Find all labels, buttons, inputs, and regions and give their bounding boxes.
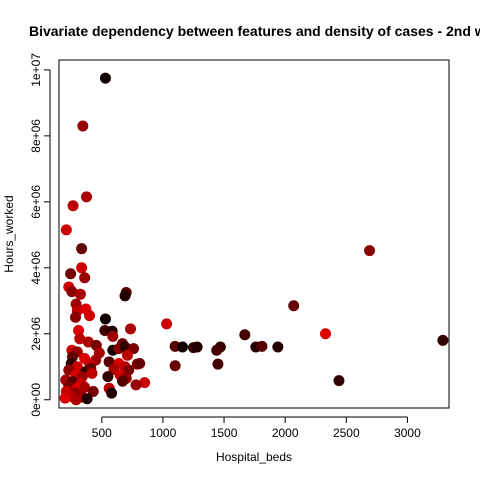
y-axis: 0e+00 2e+06 4e+06 6e+06 8e+06 1e+07 <box>29 53 51 417</box>
data-point <box>74 333 86 345</box>
y-tick-label: 0e+00 <box>29 383 43 417</box>
data-point <box>84 310 96 322</box>
data-point <box>65 268 77 280</box>
y-axis-label: Hours_worked <box>2 195 16 272</box>
data-point <box>139 377 151 389</box>
x-tick-label: 2000 <box>272 426 299 440</box>
x-axis: 500 1000 1500 2000 2500 3000 <box>92 416 421 440</box>
data-point <box>239 329 251 341</box>
data-point <box>134 357 146 369</box>
data-point <box>76 243 88 255</box>
data-point <box>288 300 300 312</box>
x-axis-label: Hospital_beds <box>216 450 292 464</box>
data-point <box>272 341 284 353</box>
y-tick-label: 6e+06 <box>29 185 43 219</box>
data-point <box>191 341 203 353</box>
data-point <box>256 340 268 352</box>
data-point <box>117 375 129 387</box>
data-point <box>161 318 173 330</box>
plot-area-frame <box>58 59 450 409</box>
data-point <box>74 288 86 300</box>
data-point <box>123 364 135 376</box>
x-tick-label: 2500 <box>333 426 360 440</box>
data-point <box>102 371 114 383</box>
x-tick-label: 3000 <box>394 426 421 440</box>
y-tick-label: 2e+06 <box>29 317 43 351</box>
data-point <box>79 272 91 284</box>
y-tick-label: 1e+07 <box>29 53 43 87</box>
y-tick-label: 4e+06 <box>29 251 43 285</box>
data-point <box>119 290 131 302</box>
data-point <box>60 224 72 236</box>
data-point <box>81 191 93 203</box>
data-point <box>77 120 89 132</box>
data-point <box>67 200 79 212</box>
data-point <box>176 341 188 353</box>
data-point <box>70 394 82 406</box>
data-point <box>212 358 224 370</box>
data-point <box>106 387 118 399</box>
data-point <box>99 313 111 325</box>
data-point <box>211 344 223 356</box>
data-point <box>437 334 449 346</box>
data-point <box>76 262 88 274</box>
data-point <box>333 375 345 387</box>
data-point <box>79 381 91 393</box>
data-point <box>70 311 82 323</box>
data-point <box>119 341 131 353</box>
data-point <box>71 361 83 373</box>
data-point <box>130 379 142 391</box>
data-point <box>86 367 98 379</box>
data-point <box>66 286 78 298</box>
x-tick-label: 500 <box>92 426 112 440</box>
data-point <box>169 360 181 372</box>
data-point <box>59 392 71 404</box>
data-point <box>320 328 332 340</box>
data-point <box>125 323 137 335</box>
y-tick-label: 8e+06 <box>29 119 43 153</box>
chart-title: Bivariate dependency between features an… <box>29 23 480 39</box>
x-tick-label: 1500 <box>211 426 238 440</box>
x-tick-label: 1000 <box>150 426 177 440</box>
data-point <box>99 72 111 84</box>
data-point <box>87 386 99 398</box>
data-point <box>107 330 119 342</box>
data-point <box>73 324 85 336</box>
points-layer <box>59 72 449 406</box>
data-point <box>364 245 376 257</box>
data-point <box>121 349 133 361</box>
data-point <box>81 393 93 405</box>
